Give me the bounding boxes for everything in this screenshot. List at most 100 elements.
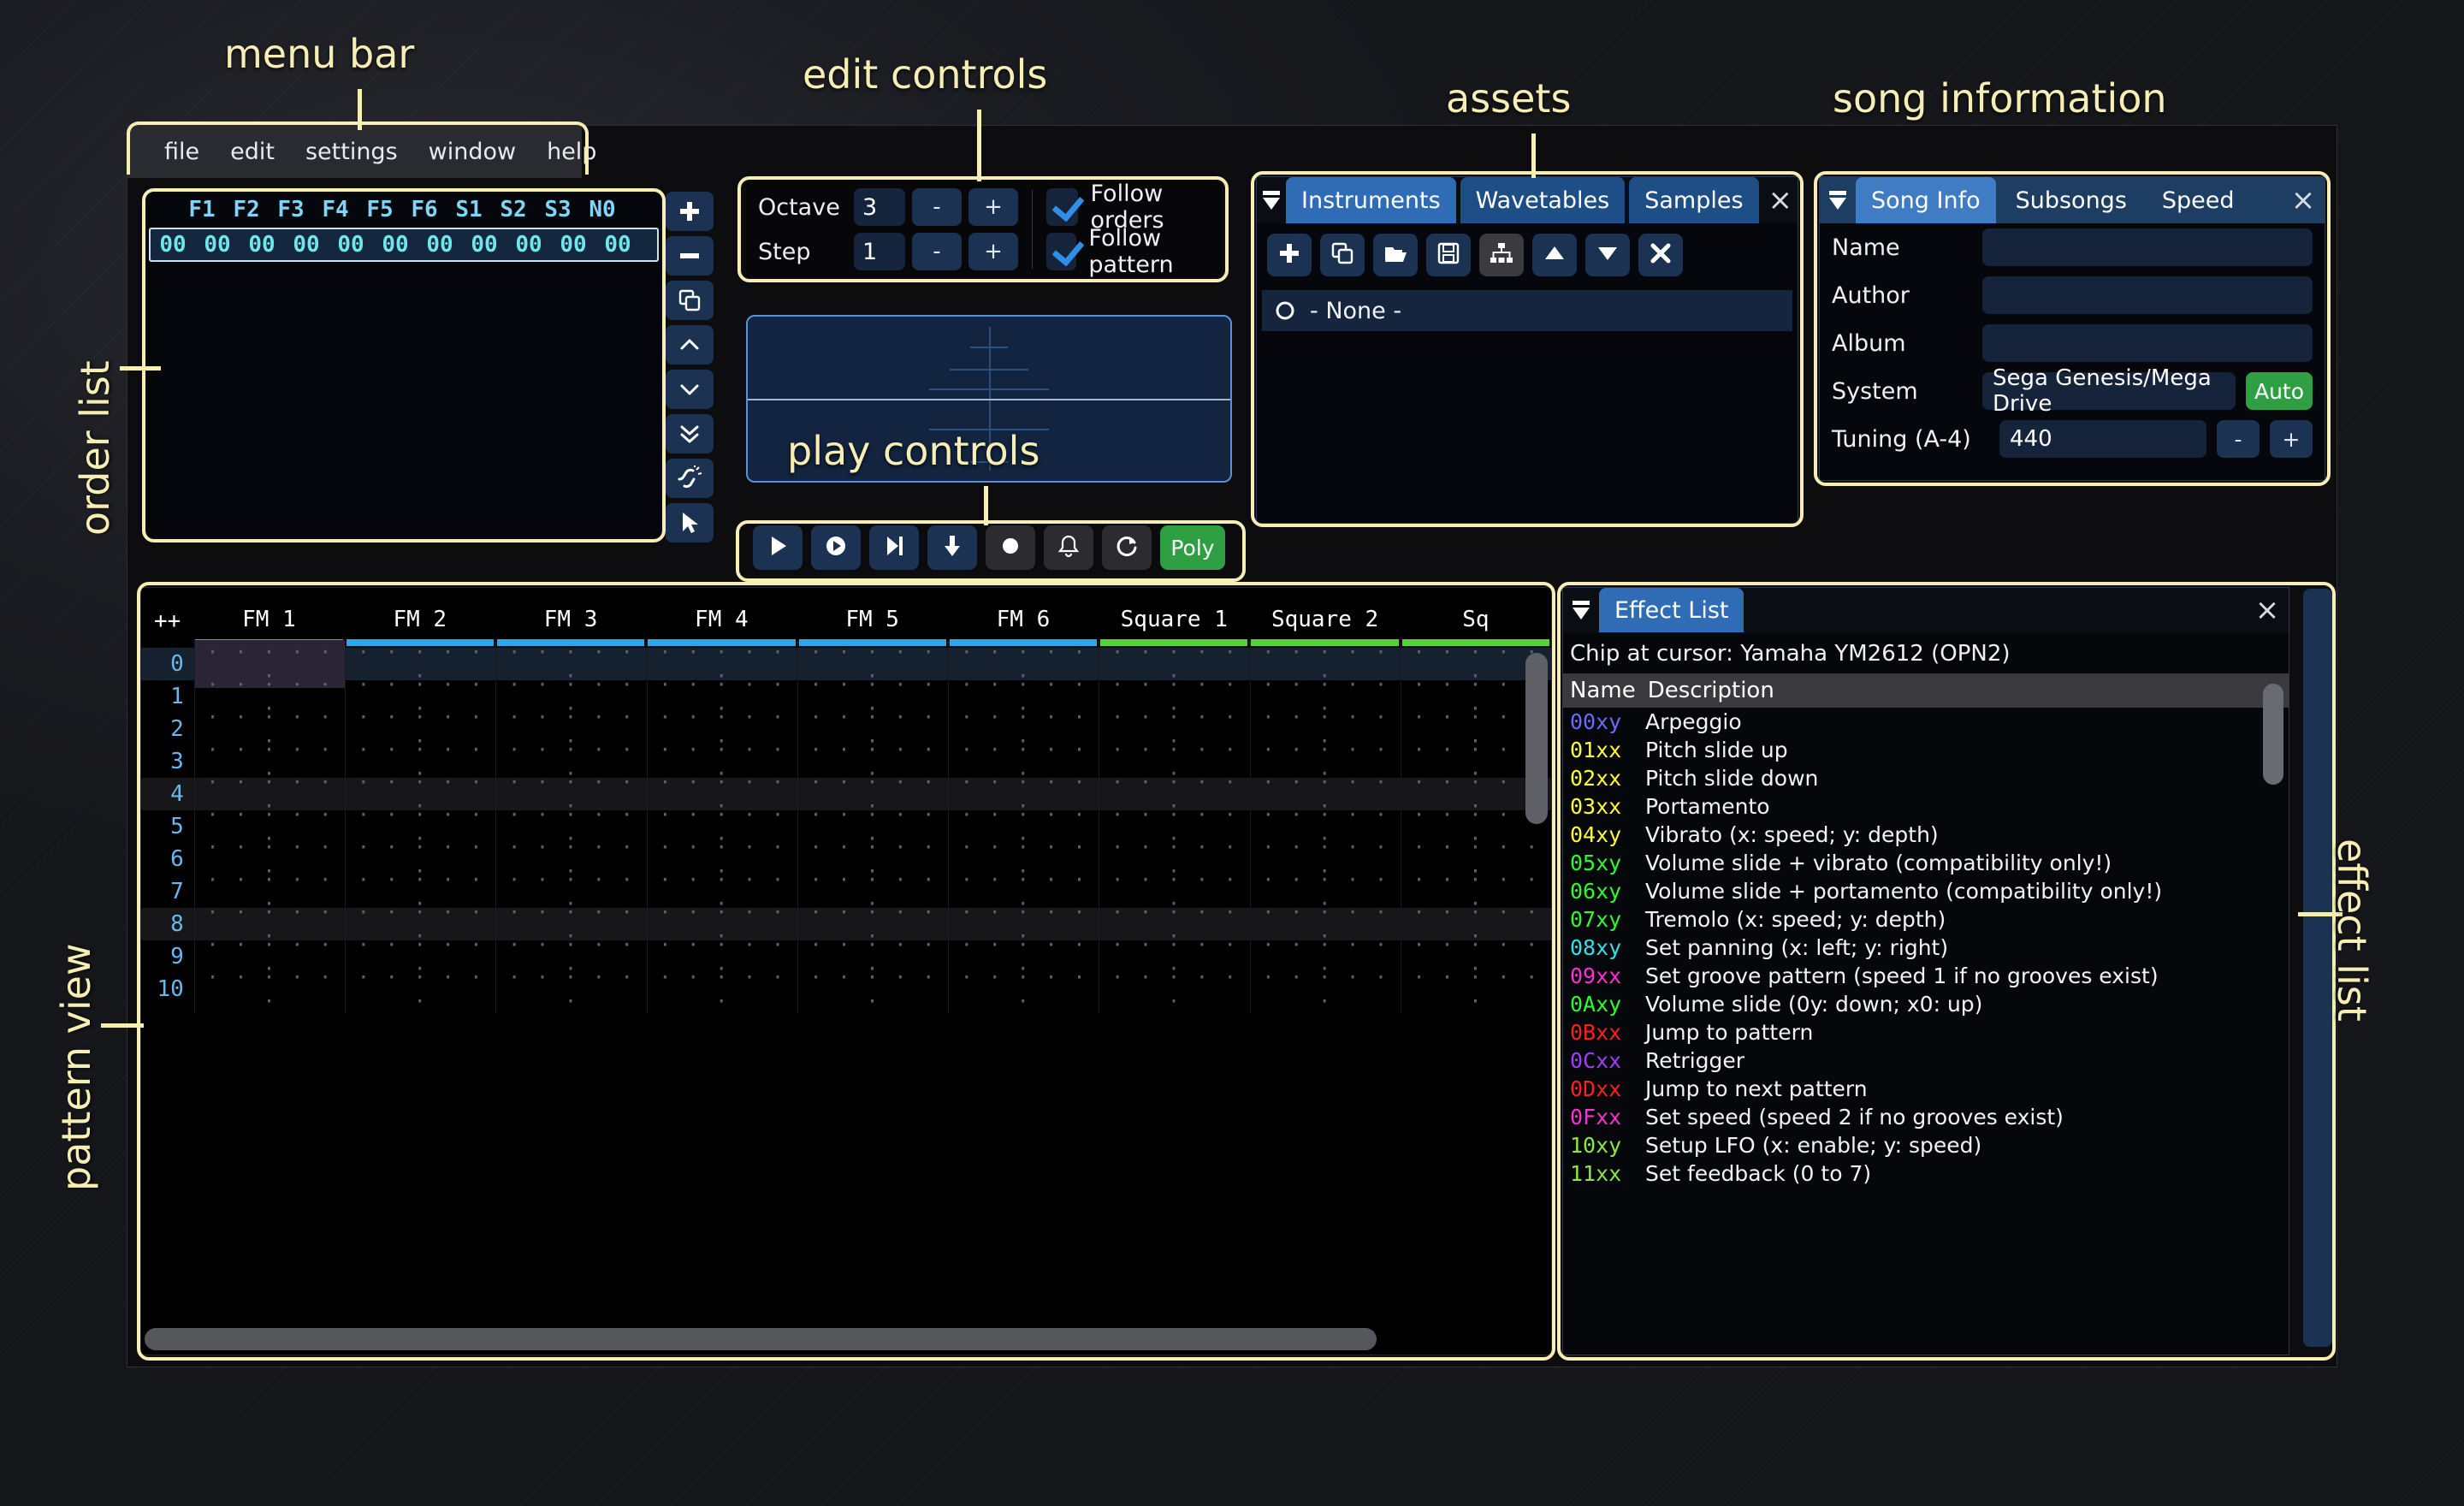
save-instrument-button[interactable] — [1426, 234, 1471, 276]
pattern-cell[interactable]: · · · · · · — [495, 868, 646, 916]
order-list-cell[interactable]: 00 — [604, 232, 631, 258]
order-list-cell[interactable]: 00 — [471, 232, 498, 258]
pattern-channel-activity-bar[interactable] — [648, 639, 796, 646]
pattern-cell[interactable]: · · · · · · — [948, 965, 1099, 1013]
assets-tab-instruments[interactable]: Instruments — [1286, 177, 1456, 223]
pattern-cell[interactable]: · · · · · · — [495, 640, 646, 688]
move-order-down[interactable] — [666, 370, 714, 409]
duplicate-order[interactable] — [666, 281, 714, 320]
pattern-channel-square-2[interactable]: Square 2 — [1249, 607, 1400, 646]
pattern-cell[interactable]: · · · · · · — [1400, 738, 1551, 786]
select-mode[interactable] — [666, 503, 714, 543]
pattern-cell[interactable]: · · · · · · — [495, 835, 646, 883]
add-instrument-button[interactable] — [1267, 234, 1312, 276]
pattern-cell[interactable]: · · · · · · — [345, 965, 495, 1013]
pattern-row[interactable]: 8 · · · · · · · · · · · · · · · · · · · · · … — [141, 900, 1551, 948]
pattern-cell[interactable]: · · · · · · — [1099, 738, 1249, 786]
assets-tab-row[interactable]: Instruments Wavetables Samples × — [1257, 177, 1798, 223]
pattern-cell[interactable]: · · · · · · — [948, 705, 1099, 753]
pattern-cell[interactable]: · · · · · · — [1099, 770, 1249, 818]
effect-list-row[interactable]: 03xx Portamento — [1563, 792, 2289, 821]
effect-list-row[interactable]: 11xx Set feedback (0 to 7) — [1563, 1159, 2289, 1188]
effect-list-panel[interactable]: Effect List × Chip at cursor: Yamaha YM26… — [1562, 587, 2289, 1355]
song-info-tab-song-info[interactable]: Song Info — [1856, 177, 1996, 223]
pattern-cell[interactable]: · · · · · · — [193, 640, 346, 688]
pattern-cell[interactable]: · · · · · · — [1249, 868, 1401, 916]
pattern-cell[interactable]: · · · · · · — [495, 673, 646, 720]
pattern-view-panel[interactable]: ++ FM 1 FM 2 FM 3 FM 4 FM 5 FM 6 Square 1 Squar… — [140, 587, 1552, 1355]
pattern-cell[interactable]: · · · · · · — [1099, 835, 1249, 883]
effect-list-rows[interactable]: 00xy Arpeggio 01xx Pitch slide up 02xx Pitch … — [1563, 708, 2289, 1188]
follow-pattern-row[interactable]: Follow pattern — [1045, 225, 1222, 278]
pattern-cell[interactable]: · · · · · · — [1249, 835, 1401, 883]
pattern-cell[interactable]: · · · · · · — [345, 705, 495, 753]
pattern-cell[interactable]: · · · · · · — [646, 770, 797, 818]
effect-list-collapse-icon[interactable] — [1563, 588, 1599, 632]
pattern-cell[interactable]: · · · · · · — [646, 705, 797, 753]
pattern-cell[interactable]: · · · · · · — [1099, 933, 1249, 981]
follow-orders-row[interactable]: Follow orders — [1045, 181, 1222, 234]
pattern-cell[interactable]: · · · · · · — [948, 770, 1099, 818]
pattern-cell[interactable]: · · · · · · — [797, 738, 948, 786]
assets-collapse-icon[interactable] — [1257, 177, 1286, 223]
pattern-cell[interactable]: · · · · · · — [948, 640, 1099, 688]
assets-toolbar[interactable] — [1257, 223, 1798, 287]
pattern-cell[interactable]: · · · · · · — [1400, 933, 1551, 981]
repeat-pattern-button[interactable] — [1102, 525, 1152, 570]
move-instrument-up-button[interactable] — [1532, 234, 1577, 276]
order-list-buttons[interactable] — [666, 192, 715, 543]
pattern-grid[interactable]: 0 · · · · · · · · · · · · · · · · · · · · · … — [141, 640, 1551, 1325]
pattern-cell[interactable]: · · · · · · — [345, 673, 495, 720]
pattern-cell[interactable]: · · · · · · — [495, 900, 646, 948]
song-author-input[interactable] — [1982, 276, 2313, 314]
effect-list-row[interactable]: 0Bxx Jump to pattern — [1563, 1018, 2289, 1046]
pattern-cell[interactable]: · · · · · · — [646, 868, 797, 916]
pattern-cell[interactable]: · · · · · · — [797, 868, 948, 916]
order-list-cell[interactable]: 00 — [382, 232, 409, 258]
pattern-cell[interactable]: · · · · · · — [948, 900, 1099, 948]
step-plus-button[interactable]: + — [968, 233, 1018, 270]
play-one-row-button[interactable] — [869, 525, 919, 570]
pattern-channel-fm-6[interactable]: FM 6 — [948, 607, 1099, 646]
menu-item-window[interactable]: window — [428, 138, 517, 165]
pattern-cell[interactable]: · · · · · · — [646, 673, 797, 720]
pattern-row[interactable]: 4 · · · · · · · · · · · · · · · · · · · · · … — [141, 770, 1551, 818]
duplicate-instrument-button[interactable] — [1320, 234, 1365, 276]
pattern-cell[interactable]: · · · · · · — [1400, 803, 1551, 851]
order-list-panel[interactable]: F1 F2 F3 F4 F5 F6 S1 S2 S3 N0 00 00 00 00 00 00 00 00 00 0… — [147, 193, 660, 537]
effect-list-row[interactable]: 0Axy Volume slide (0y: down; x0: up) — [1563, 990, 2289, 1018]
pattern-cell[interactable]: · · · · · · — [1400, 835, 1551, 883]
pattern-cell[interactable]: · · · · · · — [1249, 738, 1401, 786]
pattern-channel-fm-2[interactable]: FM 2 — [345, 607, 495, 646]
effect-list-row[interactable]: 09xx Set groove pattern (speed 1 if no gr… — [1563, 962, 2289, 990]
pattern-cell[interactable]: · · · · · · — [193, 770, 345, 818]
step-down-button[interactable] — [927, 525, 977, 570]
pattern-cell[interactable]: · · · · · · — [797, 640, 948, 688]
song-info-tab-row[interactable]: Song Info Subsongs Speed × — [1820, 177, 2325, 223]
pattern-channel-sq[interactable]: Sq — [1401, 607, 1551, 646]
pattern-cell[interactable]: · · · · · · — [797, 900, 948, 948]
pattern-channel-activity-bar[interactable] — [949, 639, 1098, 646]
pattern-channel-fm-4[interactable]: FM 4 — [646, 607, 797, 646]
effect-list-row[interactable]: 08xy Set panning (x: left; y: right) — [1563, 934, 2289, 962]
pattern-cell[interactable]: · · · · · · — [948, 835, 1099, 883]
pattern-cell[interactable]: · · · · · · — [1400, 868, 1551, 916]
effect-list-tab-row[interactable]: Effect List × — [1563, 588, 2289, 632]
metronome-button[interactable] — [1044, 525, 1093, 570]
step-value[interactable]: 1 — [854, 233, 905, 270]
assets-item-list[interactable]: - None - — [1257, 290, 1798, 331]
effect-list-row[interactable]: 0Fxx Set speed (speed 2 if no grooves exi… — [1563, 1103, 2289, 1131]
pattern-row[interactable]: 1 · · · · · · · · · · · · · · · · · · · · · … — [141, 673, 1551, 720]
follow-pattern-checkbox[interactable] — [1045, 233, 1077, 270]
pattern-cell[interactable]: · · · · · · — [345, 803, 495, 851]
transport-bar[interactable]: Poly — [743, 520, 1239, 575]
octave-plus-button[interactable]: + — [968, 188, 1018, 226]
pattern-cell[interactable]: · · · · · · — [1249, 640, 1401, 688]
pattern-cell[interactable]: · · · · · · — [1249, 965, 1401, 1013]
pattern-cell[interactable]: · · · · · · — [345, 770, 495, 818]
effect-list-row[interactable]: 01xx Pitch slide up — [1563, 736, 2289, 764]
octave-minus-button[interactable]: - — [912, 188, 962, 226]
song-info-tab-subsongs[interactable]: Subsongs — [2015, 187, 2127, 214]
order-list-cell[interactable]: 00 — [293, 232, 320, 258]
record-button[interactable] — [986, 525, 1035, 570]
